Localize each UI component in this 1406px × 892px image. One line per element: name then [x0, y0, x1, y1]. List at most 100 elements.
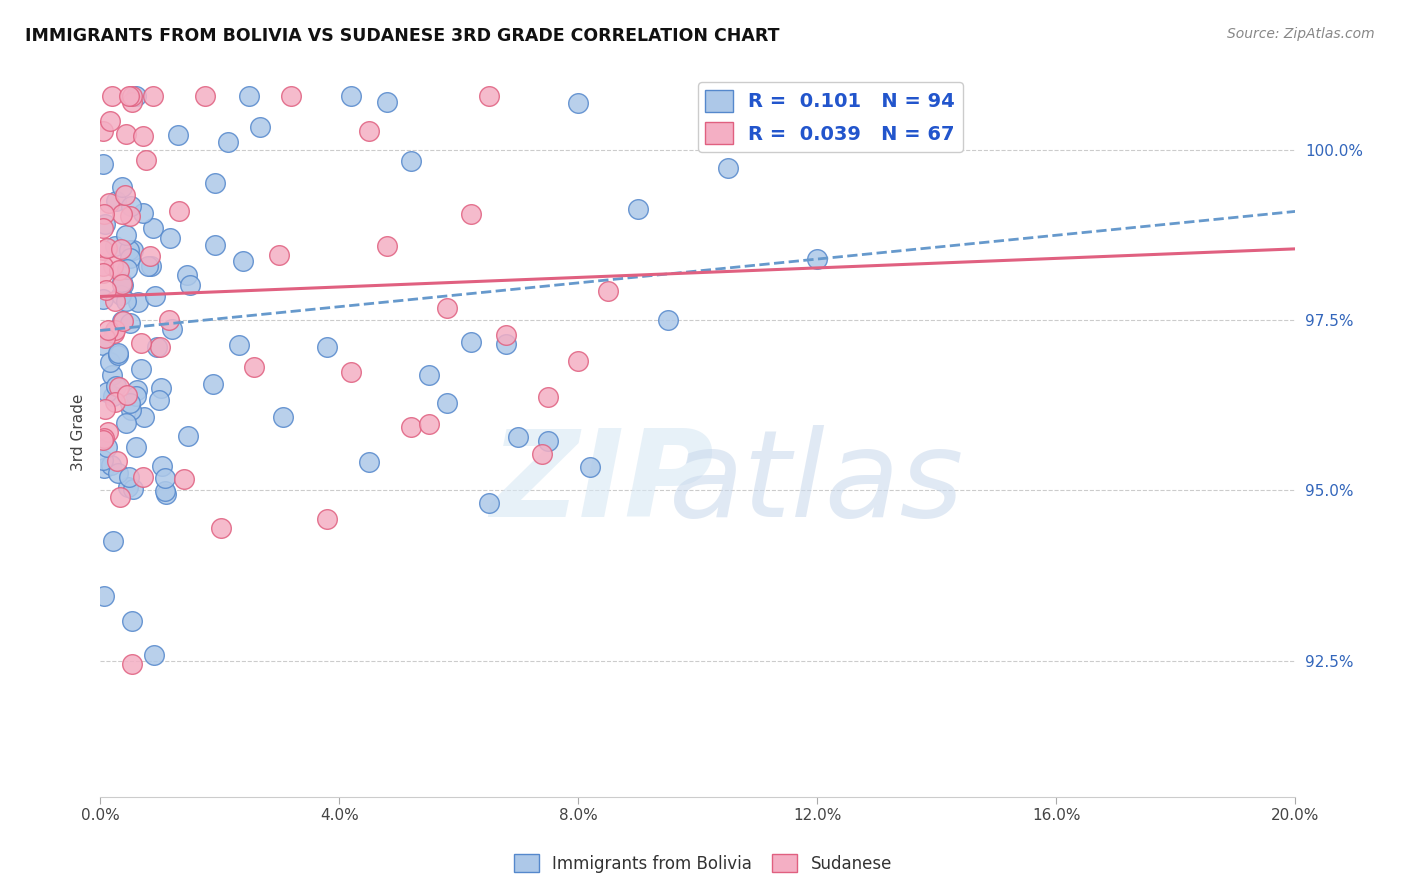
- Point: [118, 316, 141, 330]
- Point: [111, 180, 134, 194]
- Point: [269, 248, 291, 262]
- Point: [98, 196, 121, 211]
- Point: [111, 314, 134, 328]
- Point: [93, 292, 115, 306]
- Point: [97, 425, 120, 439]
- Point: [495, 328, 517, 343]
- Point: [596, 284, 619, 298]
- Point: [107, 466, 129, 480]
- Point: [375, 239, 398, 253]
- Point: [118, 88, 141, 103]
- Point: [111, 313, 134, 327]
- Point: [121, 657, 143, 672]
- Point: [111, 277, 134, 292]
- Point: [91, 259, 114, 273]
- Point: [124, 389, 146, 403]
- Point: [115, 388, 138, 402]
- Point: [122, 244, 145, 258]
- Point: [202, 377, 225, 392]
- Point: [567, 95, 589, 110]
- Point: [280, 88, 302, 103]
- Point: [242, 359, 264, 374]
- Point: [105, 454, 128, 468]
- Text: atlas: atlas: [669, 425, 965, 542]
- Point: [375, 95, 398, 110]
- Point: [896, 88, 918, 103]
- Point: [135, 153, 157, 167]
- Point: [94, 217, 117, 231]
- Point: [98, 355, 121, 369]
- Point: [93, 461, 115, 475]
- Text: IMMIGRANTS FROM BOLIVIA VS SUDANESE 3RD GRADE CORRELATION CHART: IMMIGRANTS FROM BOLIVIA VS SUDANESE 3RD …: [25, 27, 780, 45]
- Point: [477, 496, 499, 510]
- Point: [153, 470, 176, 484]
- Point: [143, 288, 166, 302]
- Point: [97, 323, 120, 337]
- Point: [104, 239, 127, 253]
- Point: [121, 614, 143, 628]
- Point: [139, 249, 162, 263]
- Point: [217, 135, 239, 149]
- Point: [177, 429, 200, 443]
- Legend: R =  0.101   N = 94, R =  0.039   N = 67: R = 0.101 N = 94, R = 0.039 N = 67: [697, 82, 963, 152]
- Point: [96, 441, 118, 455]
- Point: [108, 379, 131, 393]
- Point: [155, 487, 177, 501]
- Point: [91, 243, 114, 257]
- Point: [127, 383, 149, 397]
- Point: [531, 447, 554, 461]
- Point: [115, 262, 138, 277]
- Point: [193, 88, 215, 103]
- Point: [142, 220, 165, 235]
- Point: [238, 88, 260, 103]
- Point: [104, 323, 127, 337]
- Point: [111, 207, 134, 221]
- Point: [418, 368, 440, 383]
- Point: [132, 128, 155, 143]
- Point: [91, 157, 114, 171]
- Point: [114, 188, 136, 202]
- Point: [122, 482, 145, 496]
- Point: [115, 228, 138, 243]
- Point: [436, 301, 458, 315]
- Point: [101, 389, 124, 403]
- Point: [806, 252, 828, 266]
- Point: [132, 409, 155, 424]
- Point: [357, 455, 380, 469]
- Point: [150, 458, 173, 473]
- Point: [101, 259, 124, 273]
- Point: [340, 88, 363, 103]
- Point: [716, 161, 738, 175]
- Point: [114, 294, 136, 309]
- Point: [103, 326, 125, 340]
- Point: [316, 340, 339, 354]
- Point: [107, 348, 129, 362]
- Point: [316, 511, 339, 525]
- Point: [148, 392, 170, 407]
- Point: [357, 124, 380, 138]
- Point: [232, 253, 254, 268]
- Point: [157, 313, 180, 327]
- Point: [418, 417, 440, 432]
- Point: [211, 521, 233, 535]
- Point: [105, 194, 128, 209]
- Y-axis label: 3rd Grade: 3rd Grade: [72, 394, 86, 471]
- Point: [94, 331, 117, 345]
- Point: [537, 434, 560, 448]
- Point: [107, 346, 129, 360]
- Point: [100, 368, 122, 383]
- Point: [112, 277, 135, 292]
- Point: [132, 206, 155, 220]
- Point: [91, 337, 114, 351]
- Point: [136, 259, 159, 273]
- Point: [162, 322, 184, 336]
- Text: ZIP: ZIP: [491, 425, 714, 542]
- Point: [114, 417, 136, 431]
- Point: [93, 207, 115, 221]
- Point: [124, 88, 146, 103]
- Point: [121, 88, 143, 103]
- Point: [176, 268, 198, 283]
- Point: [120, 252, 142, 266]
- Point: [579, 459, 602, 474]
- Point: [111, 275, 134, 289]
